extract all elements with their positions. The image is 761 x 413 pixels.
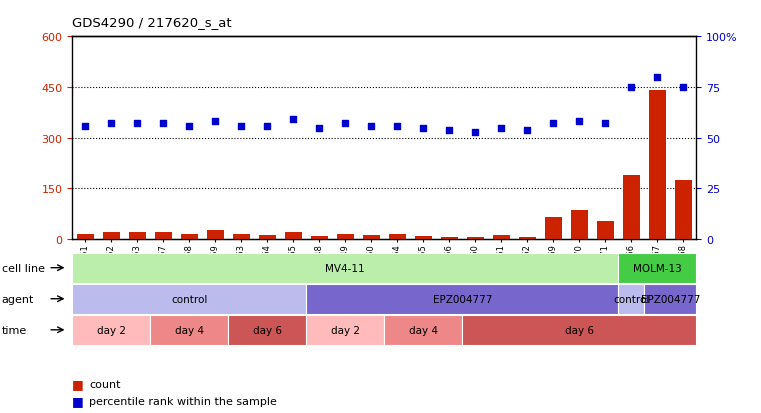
Point bbox=[183, 123, 196, 130]
Text: cell line: cell line bbox=[2, 263, 45, 273]
Bar bbox=[466, 238, 484, 240]
Text: day 6: day 6 bbox=[253, 325, 282, 335]
Point bbox=[131, 121, 143, 128]
Point bbox=[339, 121, 352, 128]
Text: EPZ004777: EPZ004777 bbox=[432, 294, 492, 304]
Bar bbox=[649, 91, 666, 240]
Point bbox=[261, 123, 273, 130]
Bar bbox=[622, 176, 640, 240]
Bar bbox=[207, 230, 224, 240]
Text: day 2: day 2 bbox=[331, 325, 360, 335]
Bar bbox=[337, 235, 354, 240]
Text: percentile rank within the sample: percentile rank within the sample bbox=[89, 396, 277, 406]
Bar bbox=[493, 236, 510, 240]
Text: MV4-11: MV4-11 bbox=[326, 263, 365, 273]
Bar bbox=[441, 237, 458, 240]
Text: day 4: day 4 bbox=[409, 325, 438, 335]
Bar bbox=[675, 180, 692, 240]
Point bbox=[677, 84, 689, 91]
Bar bbox=[77, 235, 94, 240]
Bar bbox=[597, 221, 614, 240]
Point bbox=[626, 84, 638, 91]
Bar bbox=[259, 235, 275, 240]
Bar bbox=[415, 237, 431, 240]
Text: EPZ004777: EPZ004777 bbox=[641, 294, 700, 304]
Point bbox=[599, 121, 611, 128]
Bar bbox=[233, 235, 250, 240]
Bar bbox=[154, 233, 172, 240]
Bar bbox=[181, 235, 198, 240]
Bar bbox=[285, 232, 302, 240]
Point bbox=[158, 121, 170, 128]
Text: count: count bbox=[89, 379, 120, 389]
Point bbox=[105, 121, 117, 128]
Bar bbox=[545, 218, 562, 240]
Text: control: control bbox=[171, 294, 208, 304]
Point bbox=[365, 123, 377, 130]
Text: ■: ■ bbox=[72, 394, 84, 407]
Point bbox=[314, 125, 326, 131]
Bar bbox=[363, 235, 380, 240]
Bar bbox=[310, 237, 328, 240]
Text: time: time bbox=[2, 325, 27, 335]
Bar bbox=[103, 233, 119, 240]
Text: day 2: day 2 bbox=[97, 325, 126, 335]
Point bbox=[470, 129, 482, 135]
Bar bbox=[389, 235, 406, 240]
Text: MOLM-13: MOLM-13 bbox=[633, 263, 682, 273]
Point bbox=[573, 119, 585, 126]
Point bbox=[495, 125, 508, 131]
Text: GDS4290 / 217620_s_at: GDS4290 / 217620_s_at bbox=[72, 16, 232, 29]
Point bbox=[417, 125, 429, 131]
Text: control: control bbox=[613, 294, 649, 304]
Point bbox=[235, 123, 247, 130]
Point bbox=[391, 123, 403, 130]
Point bbox=[651, 74, 664, 81]
Text: agent: agent bbox=[2, 294, 34, 304]
Text: day 4: day 4 bbox=[175, 325, 204, 335]
Point bbox=[79, 123, 91, 130]
Bar bbox=[519, 237, 536, 240]
Point bbox=[547, 121, 559, 128]
Text: day 6: day 6 bbox=[565, 325, 594, 335]
Point bbox=[287, 117, 299, 123]
Text: ■: ■ bbox=[72, 377, 84, 391]
Bar bbox=[129, 232, 146, 240]
Bar bbox=[571, 211, 587, 240]
Point bbox=[521, 127, 533, 133]
Point bbox=[209, 119, 221, 126]
Point bbox=[443, 127, 455, 133]
